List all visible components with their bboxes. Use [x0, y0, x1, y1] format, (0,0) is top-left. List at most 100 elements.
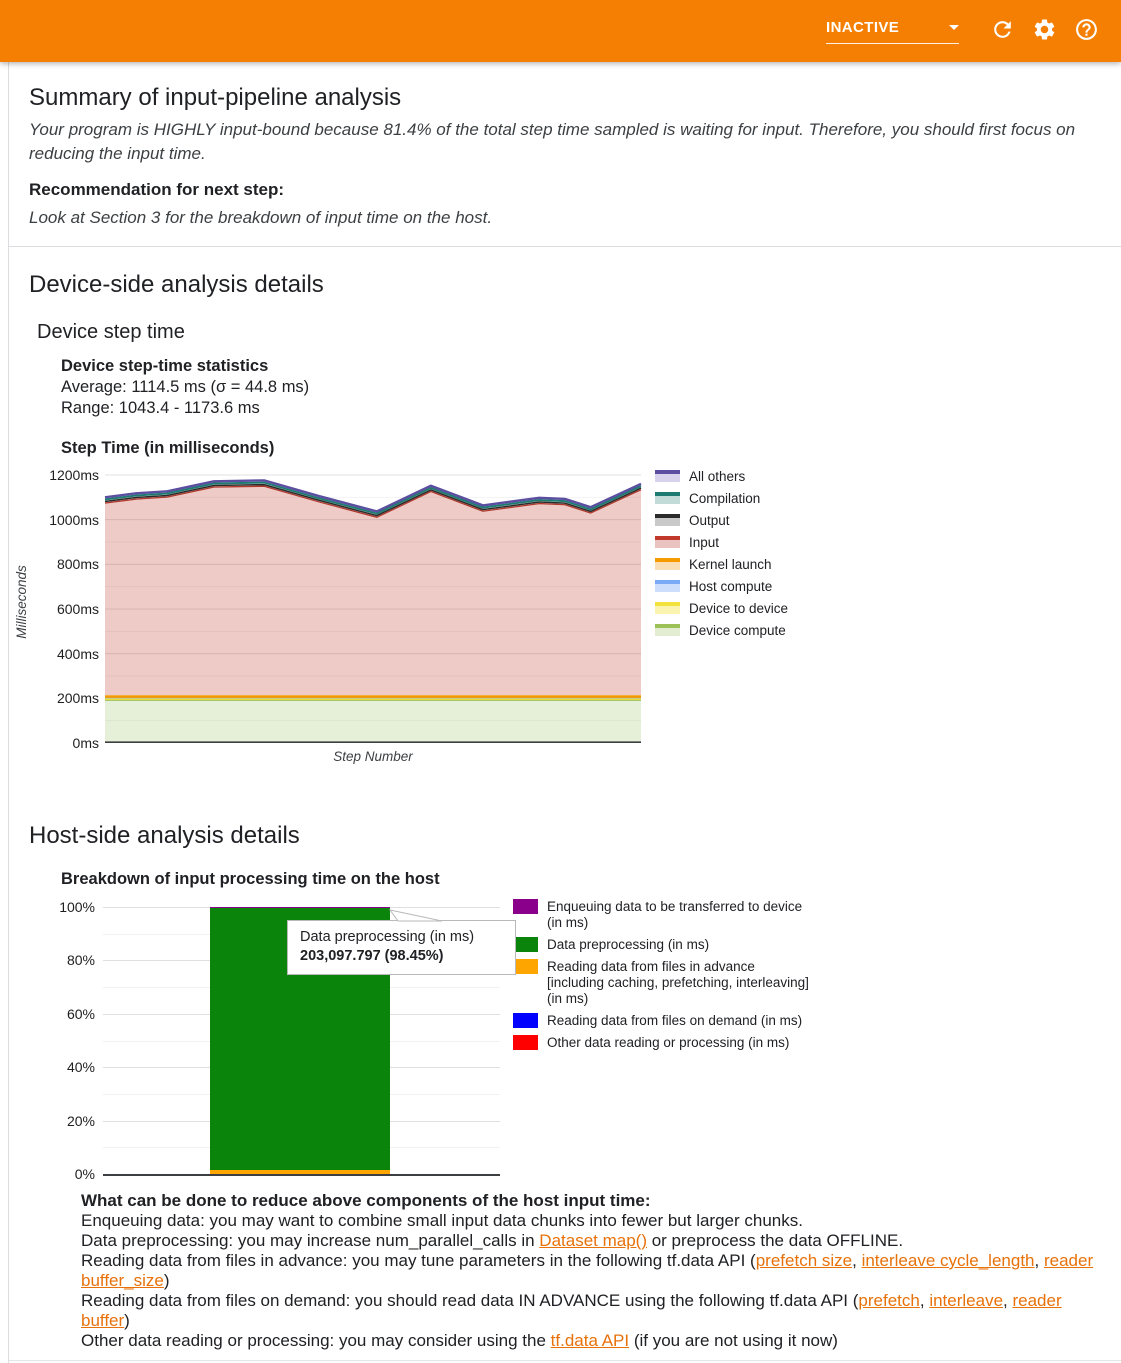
advice-text: Enqueuing data: you may want to combine …: [81, 1211, 803, 1230]
tooltip: Data preprocessing (in ms) 203,097.797 (9…: [287, 909, 516, 975]
legend-item: Compilation: [655, 491, 805, 507]
y-axis-tick-label: 40%: [66, 1059, 95, 1076]
x-axis: [103, 1174, 500, 1176]
advice-text: or preprocess the data OFFLINE.: [647, 1231, 904, 1250]
host-input-breakdown-chart: 0% 20% 40% 60% 80% 100% Enqueuing data to be t…: [9, 899, 1101, 1191]
y-axis-title: Milliseconds: [14, 565, 29, 639]
advice-link[interactable]: tf.data API: [550, 1331, 630, 1350]
advice-title: What can be done to reduce above compone…: [81, 1191, 651, 1210]
advice-line: Reading data from files on demand: you s…: [81, 1291, 1095, 1331]
device-step-time-stats: Device step-time statistics Average: 111…: [61, 356, 1101, 419]
output-line: [104, 483, 642, 517]
legend-label: Other data reading or processing (in ms): [547, 1035, 790, 1050]
legend-swatch: [655, 624, 680, 636]
legend-swatch: [655, 514, 680, 526]
advice-line: Data preprocessing: you may increase num…: [81, 1231, 1095, 1251]
capture-status-value: INACTIVE: [826, 18, 900, 36]
device-step-time-subtitle: Device step time: [37, 321, 185, 343]
legend-item: Data preprocessing (in ms): [513, 937, 818, 953]
device-section-title: Device-side analysis details: [29, 271, 324, 298]
help-icon: [1074, 17, 1099, 45]
advice-text: Reading data from files on demand: you s…: [81, 1291, 859, 1310]
advice-link[interactable]: reader buffer: [81, 1291, 1062, 1330]
legend-swatch: [655, 492, 680, 504]
stats-title: Device step-time statistics: [61, 357, 269, 375]
legend-swatch: [513, 1035, 538, 1050]
legend-item: Other data reading or processing (in ms): [513, 1035, 818, 1051]
advice-link[interactable]: interleave: [929, 1291, 1004, 1310]
stats-average: Average: 1114.5 ms (σ = 44.8 ms): [61, 378, 310, 396]
legend-swatch: [655, 602, 680, 614]
legend-swatch: [513, 937, 538, 952]
legend-item: All others: [655, 469, 805, 485]
legend-item: Kernel launch: [655, 557, 805, 573]
advice-text: Reading data from files in advance: you …: [81, 1251, 756, 1270]
tooltip-label: Data preprocessing (in ms): [300, 929, 475, 945]
advice-line: Enqueuing data: you may want to combine …: [81, 1211, 1095, 1231]
toolbar: INACTIVE: [0, 0, 1121, 62]
device-chart-title: Step Time (in milliseconds): [61, 439, 275, 457]
legend-label: Enqueuing data to be transferred to devi…: [547, 899, 803, 930]
summary-body: Your program is HIGHLY input-bound becau…: [29, 120, 1076, 163]
compilation-line: [104, 481, 642, 515]
refresh-icon: [990, 17, 1015, 45]
legend-item: Host compute: [655, 579, 805, 595]
legend-swatch: [655, 470, 680, 482]
y-axis-tick-label: 20%: [66, 1112, 95, 1129]
settings-button[interactable]: [1023, 10, 1065, 52]
legend-label: All others: [689, 469, 746, 484]
advice-text: Other data reading or processing: you ma…: [81, 1331, 551, 1350]
advice-link[interactable]: prefetch size: [755, 1251, 853, 1270]
device-chart-legend: All others Compilation Output Input Kernel l…: [655, 469, 805, 645]
legend-label: Data preprocessing (in ms): [547, 937, 710, 952]
recommendation-title: Recommendation for next step:: [29, 180, 285, 199]
advice-link[interactable]: prefetch: [858, 1291, 920, 1310]
help-button[interactable]: [1065, 10, 1107, 52]
host-section-title: Host-side analysis details: [29, 822, 300, 849]
legend-label: Host compute: [689, 579, 773, 594]
advice-link[interactable]: reader buffer_size: [81, 1251, 1094, 1290]
main-content: Summary of input-pipeline analysis Your …: [8, 62, 1121, 1363]
advice-text: (if you are not using it now): [629, 1331, 838, 1350]
legend-label: Output: [689, 513, 730, 528]
summary-title: Summary of input-pipeline analysis: [29, 84, 402, 111]
legend-swatch: [655, 580, 680, 592]
y-axis-tick-label: 100%: [59, 899, 95, 915]
legend-item: Output: [655, 513, 805, 529]
advice-block: What can be done to reduce above compone…: [81, 1191, 1095, 1351]
advice-text: ,: [852, 1251, 862, 1270]
legend-swatch: [655, 536, 680, 548]
legend-label: Reading data from files on demand (in ms…: [547, 1013, 803, 1028]
bottom-divider: [9, 1360, 1121, 1361]
y-axis-tick-label: 0%: [74, 1166, 95, 1182]
y-axis-tick-label: 800ms: [56, 556, 99, 573]
legend-item: Device compute: [655, 623, 805, 639]
y-axis-tick-label: 0ms: [72, 735, 99, 751]
advice-link[interactable]: interleave cycle_length: [861, 1251, 1035, 1270]
gear-icon: [1032, 17, 1057, 45]
legend-label: Input: [689, 535, 720, 550]
legend-swatch: [513, 1013, 538, 1028]
refresh-button[interactable]: [981, 10, 1023, 52]
legend-swatch: [513, 899, 538, 914]
y-axis-tick-label: 60%: [66, 1005, 95, 1022]
legend-label: Compilation: [689, 491, 761, 506]
advice-link[interactable]: Dataset map(): [539, 1231, 647, 1250]
advice-text: ,: [1034, 1251, 1044, 1270]
capture-status-select[interactable]: INACTIVE: [826, 19, 959, 44]
legend-item: Device to device: [655, 601, 805, 617]
y-axis-tick-label: 400ms: [56, 645, 99, 662]
y-axis-tick-label: 80%: [66, 952, 95, 969]
advice-line: Other data reading or processing: you ma…: [81, 1331, 1095, 1351]
recommendation-body: Look at Section 3 for the breakdown of i…: [29, 208, 493, 227]
y-axis-tick-label: 1000ms: [49, 511, 99, 528]
summary-section: Summary of input-pipeline analysis Your …: [9, 62, 1121, 230]
device-compute-area: [105, 700, 641, 743]
legend-label: Reading data from files in advance [incl…: [547, 959, 809, 1006]
y-axis-tick-label: 600ms: [56, 601, 99, 617]
host-chart-legend: Enqueuing data to be transferred to devi…: [513, 899, 818, 1057]
advice-text: ,: [919, 1291, 930, 1310]
input-line: [104, 485, 642, 518]
y-axis-tick-label: 1200ms: [49, 467, 99, 483]
device-step-area-plot: [104, 474, 642, 744]
